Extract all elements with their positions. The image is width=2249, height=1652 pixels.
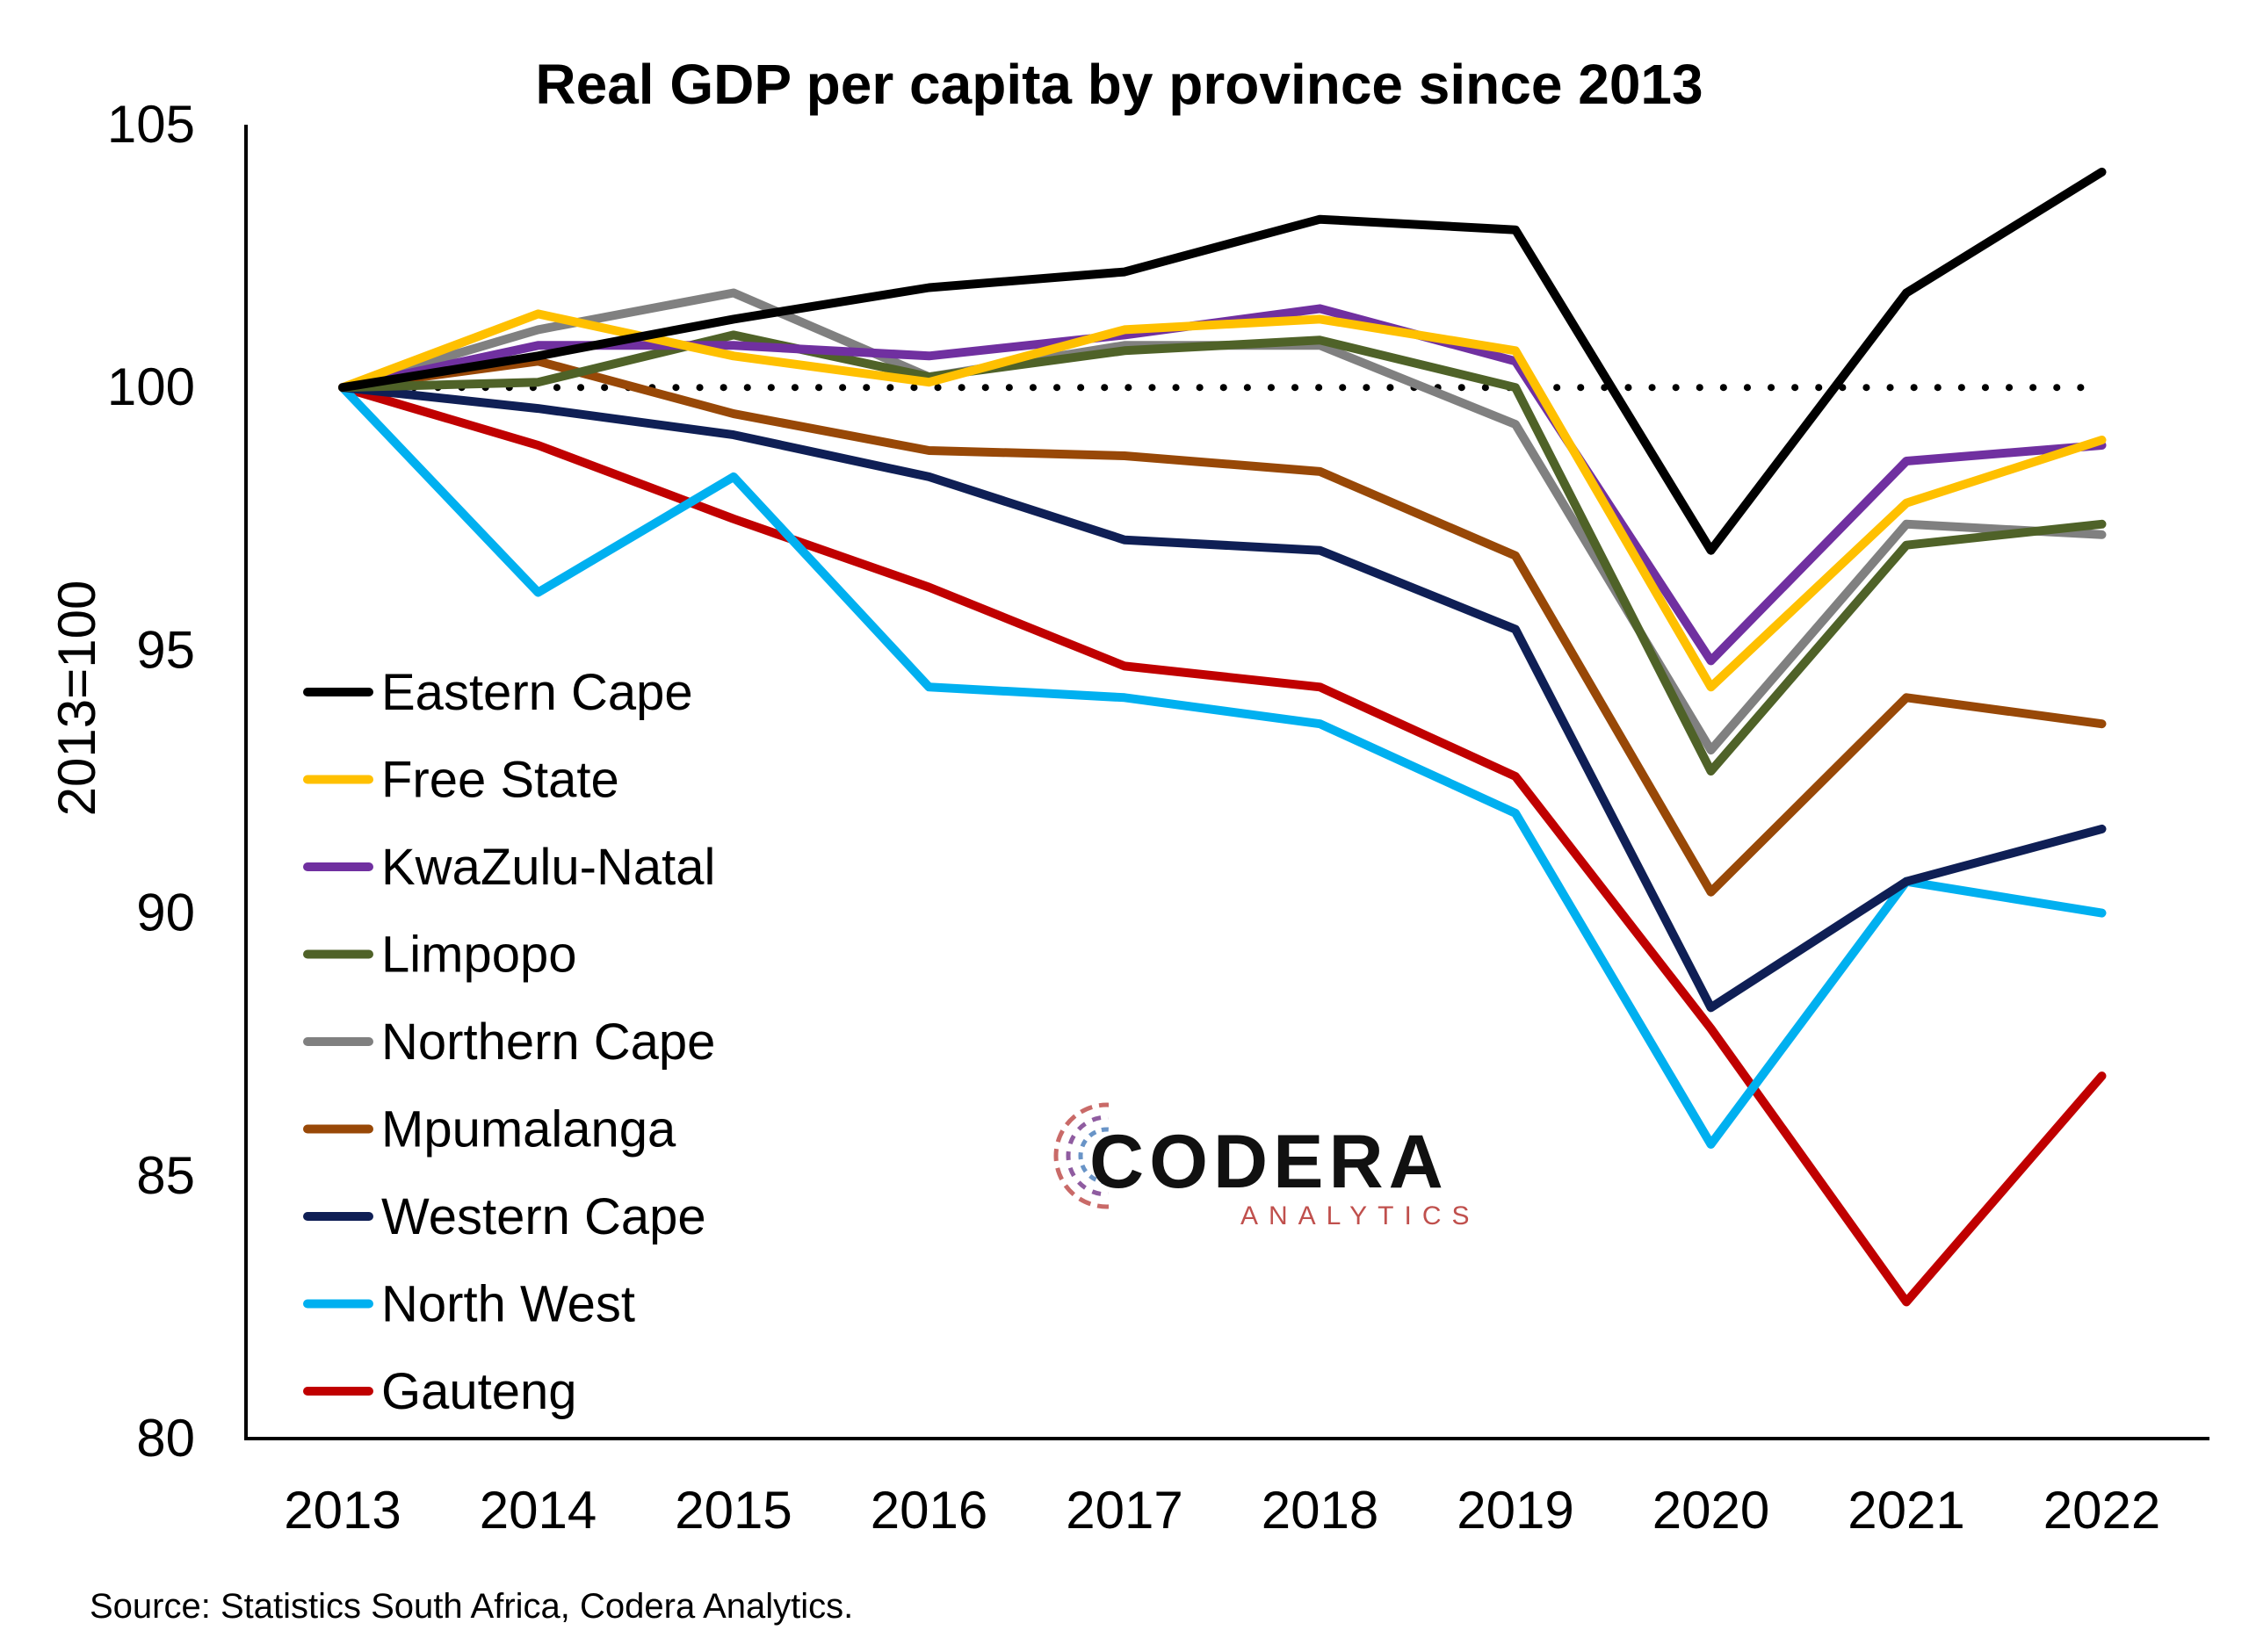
series-line-mpumalanga	[338, 357, 2107, 897]
x-tick-label: 2020	[1652, 1481, 1769, 1540]
legend: Eastern Cape Free State KwaZulu-Natal Limpo…	[303, 664, 715, 1420]
series-line-north-west	[338, 383, 2107, 1149]
legend-label: Eastern Cape	[381, 664, 693, 721]
x-tick-label: 2022	[2043, 1481, 2160, 1540]
series-line-gauteng	[338, 383, 2107, 1307]
source-note: Source: Statistics South Africa, Codera …	[90, 1587, 853, 1626]
x-tick-labels: 2013 2014 2015 2016 2017 2018 2019 2020 2021 2022	[284, 1481, 2160, 1540]
legend-item-limpopo: Limpopo	[303, 927, 576, 984]
series-line-eastern-cape	[338, 167, 2107, 555]
x-tick-label: 2015	[675, 1481, 792, 1540]
series-line-western-cape	[338, 383, 2107, 1013]
series-line-limpopo	[338, 330, 2107, 776]
logo-mark-icon	[1053, 1098, 1170, 1214]
chart-title: Real GDP per capita by province since 20…	[535, 53, 1703, 116]
y-tick-label: 105	[107, 95, 195, 154]
legend-item-mpumalanga: Mpumalanga	[303, 1101, 676, 1158]
x-tick-label: 2021	[1848, 1481, 1964, 1540]
legend-item-free-state: Free State	[303, 752, 619, 809]
codera-logo: CODERA ANALYTICS	[1053, 1098, 1480, 1230]
legend-label: Free State	[381, 752, 619, 809]
logo-wordmark: CODERA	[1089, 1120, 1449, 1204]
logo-subtitle: ANALYTICS	[1240, 1201, 1480, 1230]
y-tick-label: 80	[136, 1409, 195, 1468]
y-tick-label: 95	[136, 620, 195, 679]
x-tick-label: 2013	[284, 1481, 401, 1540]
x-tick-label: 2016	[871, 1481, 987, 1540]
x-tick-label: 2017	[1066, 1481, 1182, 1540]
legend-item-north-west: North West	[303, 1276, 635, 1333]
x-tick-label: 2018	[1262, 1481, 1378, 1540]
y-tick-label: 90	[136, 884, 195, 942]
legend-label: Northern Cape	[381, 1014, 715, 1071]
legend-item-northern-cape: Northern Cape	[303, 1014, 715, 1071]
legend-label: Gauteng	[381, 1363, 577, 1420]
legend-item-kwazulu-natal: KwaZulu-Natal	[303, 839, 715, 896]
legend-label: North West	[381, 1276, 635, 1333]
x-tick-label: 2019	[1457, 1481, 1573, 1540]
legend-label: Mpumalanga	[381, 1101, 676, 1158]
y-axis-label: 2013=100	[47, 581, 106, 817]
x-tick-label: 2014	[480, 1481, 597, 1540]
y-tick-label: 100	[107, 357, 195, 416]
legend-item-gauteng: Gauteng	[303, 1363, 577, 1420]
axes	[244, 125, 2209, 1440]
legend-label: KwaZulu-Natal	[381, 839, 715, 896]
legend-label: Limpopo	[381, 927, 576, 984]
y-tick-labels: 80 85 90 95 100 105	[107, 95, 195, 1468]
legend-item-western-cape: Western Cape	[303, 1188, 706, 1245]
legend-label: Western Cape	[381, 1188, 706, 1245]
series-lines	[338, 167, 2107, 1307]
y-tick-label: 85	[136, 1146, 195, 1205]
legend-item-eastern-cape: Eastern Cape	[303, 664, 693, 721]
